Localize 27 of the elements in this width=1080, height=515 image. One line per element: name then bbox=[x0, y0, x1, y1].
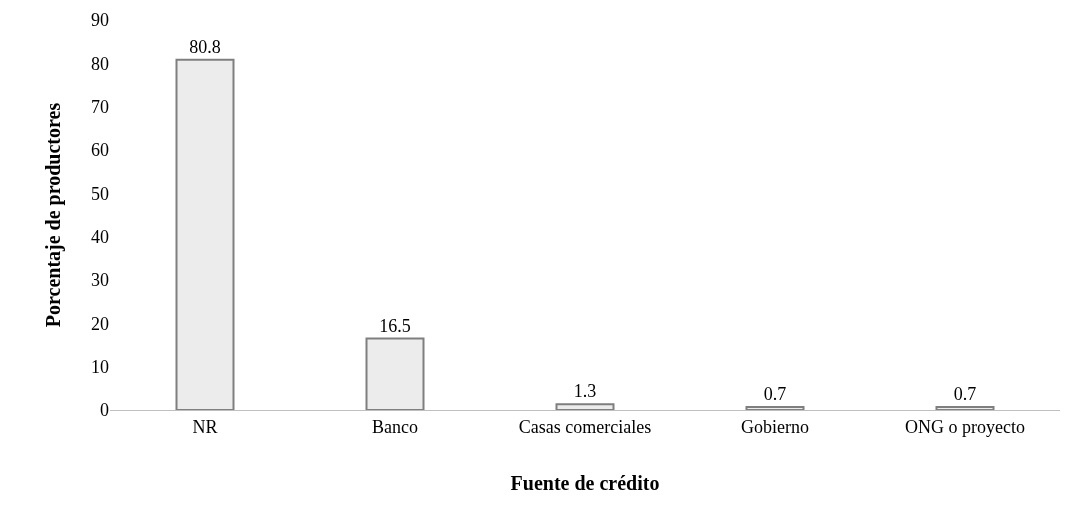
y-tick-label: 40 bbox=[91, 226, 109, 247]
y-tick-label: 60 bbox=[91, 140, 109, 161]
x-axis-title: Fuente de crédito bbox=[510, 472, 660, 495]
y-tick-label: 90 bbox=[91, 10, 109, 31]
y-tick-label: 20 bbox=[91, 313, 109, 334]
x-tick-label: Casas comerciales bbox=[518, 416, 652, 437]
y-tick-label: 70 bbox=[91, 96, 109, 117]
x-tick-label: NR bbox=[192, 416, 218, 437]
x-tick-label: Banco bbox=[372, 416, 418, 437]
bar bbox=[745, 405, 805, 410]
y-tick-label: 50 bbox=[91, 183, 109, 204]
data-label: 0.7 bbox=[953, 383, 977, 404]
x-tick-label: Gobierno bbox=[741, 416, 809, 437]
y-tick-label: 30 bbox=[91, 270, 109, 291]
y-tick-label: 10 bbox=[91, 356, 109, 377]
data-label: 0.7 bbox=[763, 383, 787, 404]
y-tick-label: 80 bbox=[91, 53, 109, 74]
y-axis-title: Porcentaje de productores bbox=[41, 102, 65, 328]
y-tick-label: 0 bbox=[100, 400, 109, 421]
bar bbox=[175, 58, 235, 410]
data-label: 80.8 bbox=[189, 36, 221, 57]
bar bbox=[365, 337, 425, 410]
bar bbox=[555, 403, 615, 410]
data-label: 16.5 bbox=[379, 315, 411, 336]
data-label: 1.3 bbox=[573, 381, 597, 402]
bar bbox=[935, 405, 995, 410]
x-tick-label: ONG o proyecto bbox=[905, 416, 1025, 437]
